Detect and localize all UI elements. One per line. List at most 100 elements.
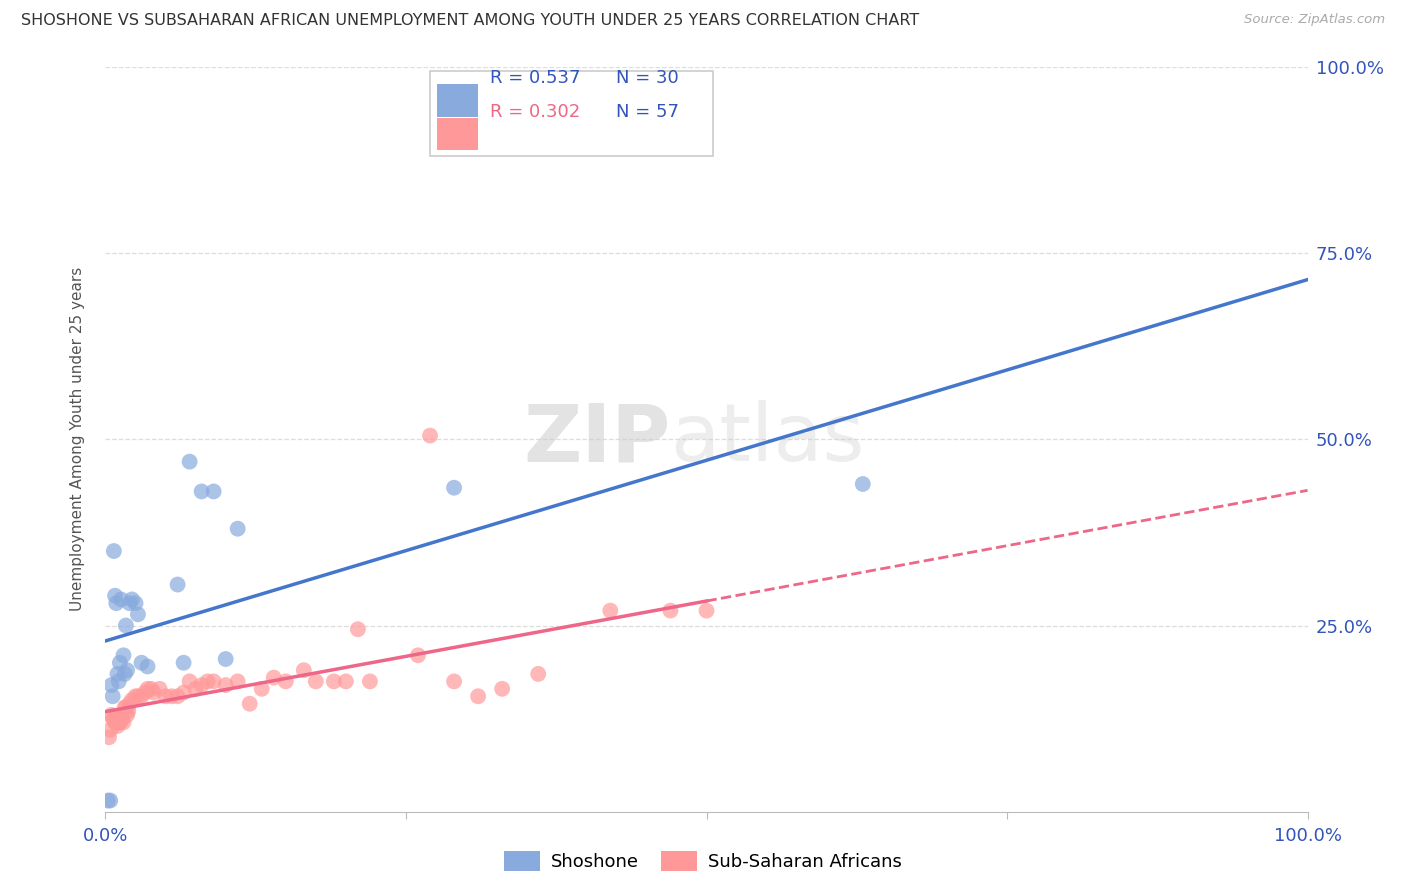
Point bbox=[467, 690, 489, 704]
Point bbox=[292, 663, 315, 677]
Point bbox=[443, 481, 465, 495]
Point bbox=[100, 707, 122, 722]
Point bbox=[115, 707, 138, 722]
Point bbox=[117, 704, 139, 718]
Point bbox=[107, 667, 129, 681]
Point bbox=[105, 715, 128, 730]
FancyBboxPatch shape bbox=[430, 70, 713, 156]
Point bbox=[166, 577, 188, 591]
Text: N = 30: N = 30 bbox=[616, 69, 679, 87]
Point bbox=[115, 700, 138, 714]
Point bbox=[118, 697, 141, 711]
Point bbox=[112, 648, 135, 663]
Point bbox=[108, 656, 131, 670]
Point bbox=[114, 667, 136, 681]
Point bbox=[263, 671, 285, 685]
Point bbox=[179, 674, 201, 689]
Point bbox=[98, 730, 121, 744]
Point bbox=[148, 681, 170, 696]
Point bbox=[107, 715, 129, 730]
Point bbox=[107, 719, 129, 733]
Text: R = 0.302: R = 0.302 bbox=[491, 103, 581, 120]
Point bbox=[160, 690, 183, 704]
Point bbox=[359, 674, 381, 689]
Point bbox=[124, 596, 146, 610]
Point bbox=[121, 592, 143, 607]
Point bbox=[114, 700, 136, 714]
Point bbox=[696, 604, 718, 618]
Point bbox=[214, 678, 236, 692]
Point bbox=[226, 674, 249, 689]
Point bbox=[131, 656, 153, 670]
Point bbox=[491, 681, 513, 696]
Point bbox=[110, 592, 132, 607]
Point bbox=[136, 659, 159, 673]
Point bbox=[527, 667, 550, 681]
Text: SHOSHONE VS SUBSAHARAN AFRICAN UNEMPLOYMENT AMONG YOUTH UNDER 25 YEARS CORRELATI: SHOSHONE VS SUBSAHARAN AFRICAN UNEMPLOYM… bbox=[21, 13, 920, 29]
Legend: Shoshone, Sub-Saharan Africans: Shoshone, Sub-Saharan Africans bbox=[498, 844, 908, 879]
Point bbox=[105, 596, 128, 610]
Point bbox=[101, 712, 124, 726]
Point bbox=[139, 681, 162, 696]
Point bbox=[118, 596, 141, 610]
Point bbox=[98, 793, 121, 807]
Point bbox=[115, 663, 138, 677]
Point bbox=[98, 723, 121, 737]
Point bbox=[347, 622, 370, 636]
Point bbox=[108, 715, 131, 730]
FancyBboxPatch shape bbox=[437, 84, 478, 117]
Point bbox=[443, 674, 465, 689]
Point bbox=[110, 707, 132, 722]
FancyBboxPatch shape bbox=[437, 118, 478, 151]
Text: N = 57: N = 57 bbox=[616, 103, 679, 120]
Point bbox=[134, 685, 156, 699]
Point bbox=[179, 455, 201, 469]
Text: R = 0.537: R = 0.537 bbox=[491, 69, 581, 87]
Text: ZIP: ZIP bbox=[523, 401, 671, 478]
Text: atlas: atlas bbox=[671, 401, 865, 478]
Point bbox=[136, 681, 159, 696]
Point bbox=[184, 681, 207, 696]
Point bbox=[226, 522, 249, 536]
Point bbox=[239, 697, 262, 711]
Point bbox=[124, 690, 146, 704]
Point bbox=[173, 685, 195, 699]
Point bbox=[121, 693, 143, 707]
Point bbox=[104, 715, 127, 730]
Point bbox=[202, 674, 225, 689]
Point bbox=[112, 715, 135, 730]
Point bbox=[173, 656, 195, 670]
Point bbox=[127, 690, 149, 704]
Point bbox=[335, 674, 357, 689]
Point bbox=[197, 674, 219, 689]
Point bbox=[104, 589, 127, 603]
Point bbox=[111, 712, 134, 726]
Point bbox=[100, 678, 122, 692]
Text: Source: ZipAtlas.com: Source: ZipAtlas.com bbox=[1244, 13, 1385, 27]
Point bbox=[142, 685, 165, 699]
Point bbox=[274, 674, 297, 689]
Point bbox=[190, 678, 212, 692]
Point bbox=[322, 674, 344, 689]
Point bbox=[419, 428, 441, 442]
Point bbox=[127, 607, 149, 622]
Point bbox=[101, 690, 124, 704]
Point bbox=[214, 652, 236, 666]
Point bbox=[852, 477, 875, 491]
Point bbox=[103, 544, 125, 558]
Point bbox=[250, 681, 273, 696]
Y-axis label: Unemployment Among Youth under 25 years: Unemployment Among Youth under 25 years bbox=[70, 268, 84, 611]
Point bbox=[115, 618, 138, 632]
Point bbox=[305, 674, 328, 689]
Point bbox=[406, 648, 429, 663]
Point bbox=[107, 674, 129, 689]
Point bbox=[131, 690, 153, 704]
Point bbox=[155, 690, 177, 704]
Point bbox=[659, 604, 682, 618]
Point bbox=[599, 604, 621, 618]
Point bbox=[166, 690, 188, 704]
Point bbox=[103, 712, 125, 726]
Point bbox=[97, 793, 120, 807]
Point bbox=[202, 484, 225, 499]
Point bbox=[190, 484, 212, 499]
